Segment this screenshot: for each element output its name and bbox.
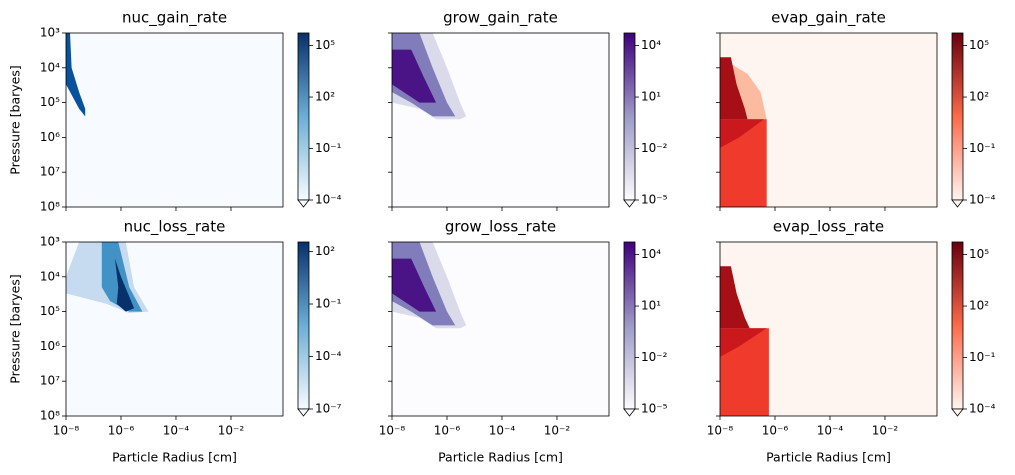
colorbar [623,241,636,410]
colorbar-tick-label: 10² [315,244,335,258]
colorbar-tick-label: 10⁴ [641,38,661,52]
colorbar-tick-label: 10⁻⁴ [315,349,342,363]
contour-region [101,242,143,312]
subplot-title: grow_gain_rate [443,9,558,28]
colorbar-extension [623,199,636,208]
plot-frame [719,32,938,208]
subplot: grow_gain_rate 10⁻⁵ 10⁻² 10¹ 10⁴ [388,9,668,211]
colorbar-tick-label: 10¹ [641,90,661,104]
x-axis-label: Particle Radius [cm] [766,450,891,465]
colorbar-extension [951,408,964,417]
colorbar-tick-label: 10⁻⁴ [315,193,342,207]
subplot-title: evap_loss_rate [773,218,884,237]
y-tick-label: 10⁶ [40,130,60,144]
colorbar-tick-label: 10⁵ [315,38,335,52]
subplot: evap_loss_rate 10⁻⁸ 10⁻⁶ 10⁻⁴ 10⁻² Particle R… [707,218,996,465]
x-tick-label: 10⁻⁸ [707,424,734,438]
subplot-title: nuc_gain_rate [122,9,227,28]
contour-region [720,119,765,148]
colorbar-tick-label: 10⁻⁴ [969,193,996,207]
colorbar [623,32,636,201]
colorbar-tick-label: 10⁻⁵ [641,402,668,416]
contour-region [66,33,86,117]
contour-region [392,49,437,103]
plot-frame [65,32,284,208]
x-axis-label: Particle Radius [cm] [438,450,563,465]
y-tick-label: 10⁷ [40,165,60,179]
colorbar-tick-label: 10¹ [641,299,661,313]
colorbar-tick-label: 10⁻⁵ [641,193,668,207]
y-tick-label: 10³ [40,26,60,40]
y-tick-label: 10⁴ [40,60,60,74]
colorbar-tick-label: 10⁻² [641,350,668,364]
subplot-title: nuc_loss_rate [124,218,226,237]
colorbar-tick-label: 10⁻² [641,141,668,155]
x-tick-label: 10⁻⁸ [53,424,80,438]
colorbar-tick-label: 10⁴ [641,247,661,261]
x-tick-label: 10⁻² [218,424,245,438]
colorbar-extension [297,199,310,208]
x-tick-label: 10⁻⁶ [434,424,461,438]
y-axis-label: Pressure [baryes] [8,274,23,383]
subplot: evap_gain_rate 10⁻⁴ 10⁻¹ 10² 10⁵ [716,9,996,211]
colorbar-tick-label: 10⁻¹ [315,297,342,311]
colorbar-extension [951,199,964,208]
plot-background [66,33,283,207]
colorbar [297,32,310,201]
plot-frame [65,241,284,417]
colorbar [951,241,964,410]
colorbar-tick-label: 10⁻⁴ [969,402,996,416]
contour-region [114,258,135,312]
colorbar-tick-label: 10⁻¹ [315,141,342,155]
subplot: nuc_loss_rate 10⁻⁸ 10⁻⁶ 10⁻⁴ 10⁻² 10³ 10⁴ 10⁵ 10… [8,218,342,465]
y-tick-label: 10⁶ [40,339,60,353]
x-tick-label: 10⁻² [872,424,899,438]
y-axis-label: Pressure [baryes] [8,65,23,174]
colorbar-extension [297,408,310,417]
colorbar-tick-label: 10⁻¹ [969,141,996,155]
colorbar [951,32,964,201]
contour-region [720,266,750,329]
colorbar-tick-label: 10² [969,90,989,104]
subplot: nuc_gain_rate 10³ 10⁴ 10⁵ 10⁶ 10⁷ 10⁸ Pressure … [8,9,342,214]
colorbar-tick-label: 10⁻¹ [969,350,996,364]
subplot-title: grow_loss_rate [445,218,556,237]
x-tick-label: 10⁻⁴ [489,424,516,438]
x-tick-label: 10⁻⁶ [762,424,789,438]
colorbar-tick-label: 10⁻⁷ [315,402,342,416]
contour-region [720,328,767,357]
y-tick-label: 10⁸ [40,200,60,214]
x-tick-label: 10⁻⁶ [108,424,135,438]
y-tick-label: 10³ [40,235,60,249]
plot-frame [719,241,938,417]
plot-frame [391,241,610,417]
colorbar-extension [623,408,636,417]
subplot-title: evap_gain_rate [771,9,886,28]
colorbar [297,241,310,410]
y-tick-label: 10⁵ [40,95,60,109]
colorbar-tick-label: 10⁵ [969,247,989,261]
colorbar-tick-label: 10² [315,90,335,104]
subplot: grow_loss_rate 10⁻⁸ 10⁻⁶ 10⁻⁴ 10⁻² Particle R… [379,218,668,465]
contour-region [720,57,748,120]
colorbar-tick-label: 10⁵ [969,38,989,52]
x-tick-label: 10⁻⁴ [817,424,844,438]
x-tick-label: 10⁻⁴ [163,424,190,438]
x-axis-label: Particle Radius [cm] [112,450,237,465]
y-tick-label: 10⁷ [40,374,60,388]
colorbar-tick-label: 10² [969,299,989,313]
y-tick-label: 10⁴ [40,269,60,283]
contour-region [392,258,437,312]
x-tick-label: 10⁻⁸ [379,424,406,438]
plot-frame [391,32,610,208]
y-tick-label: 10⁸ [40,409,60,423]
x-tick-label: 10⁻² [544,424,571,438]
y-tick-label: 10⁵ [40,304,60,318]
